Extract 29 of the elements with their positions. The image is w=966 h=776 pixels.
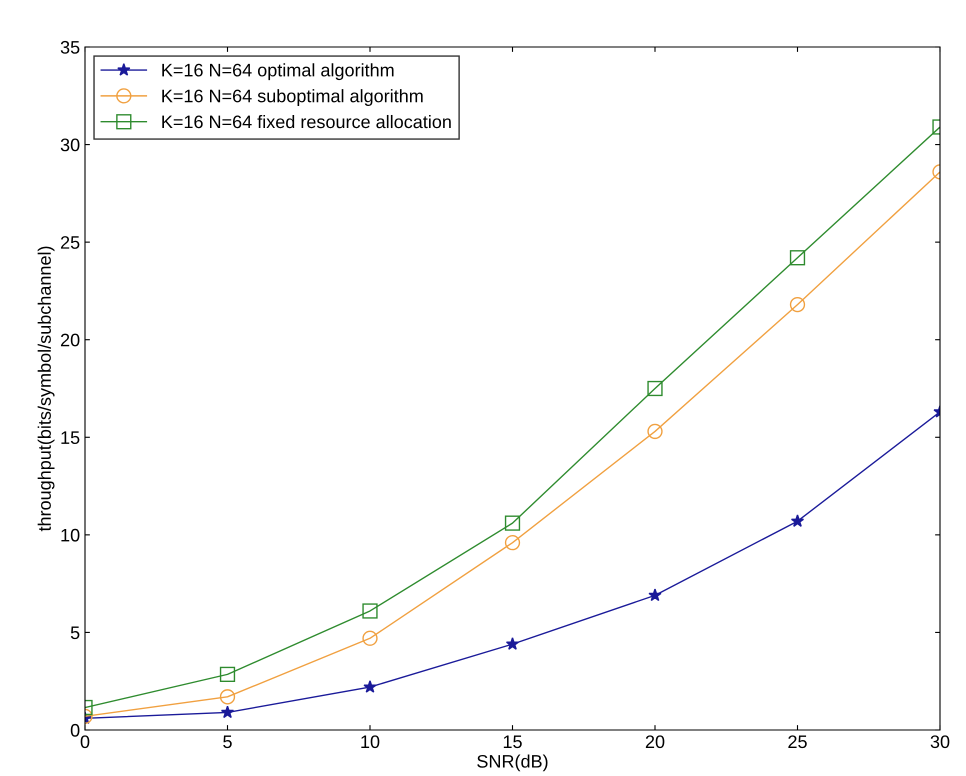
y-tick-label: 30: [60, 138, 80, 152]
y-tick-label: 25: [60, 236, 80, 249]
x-tick-label: 5: [223, 736, 232, 748]
point: [647, 424, 663, 440]
point: [363, 680, 377, 693]
point: [362, 603, 378, 619]
y-tick-label: 0: [70, 724, 80, 737]
point: [504, 516, 520, 531]
legend-label: K=16 N=64 optimal algorithm: [162, 63, 394, 80]
point: [506, 637, 520, 650]
x-tick-label: 15: [504, 736, 522, 748]
y-tick-label: 10: [61, 528, 80, 542]
y-tick-label: 5: [70, 626, 80, 640]
legend-label: K=16 N=64 suboptimal algorithm: [162, 89, 423, 106]
y-axis-title: throughput(bits/symbol/subchannel): [38, 246, 54, 532]
y-tick-label: 20: [60, 334, 80, 346]
point: [647, 380, 663, 396]
point: [504, 535, 520, 550]
x-axis-title: SNR(dB): [477, 754, 548, 772]
y-tick-label: 15: [61, 431, 80, 444]
y-tick-label: 35: [60, 40, 80, 54]
x-tick-label: 30: [930, 735, 950, 748]
x-tick-label: 20: [646, 735, 664, 748]
x-tick-label: 25: [788, 735, 807, 748]
x-tick-label: 10: [361, 735, 380, 748]
point: [648, 588, 662, 602]
point: [362, 630, 378, 646]
legend-label: K=16 N=64 fixed resource allocation: [162, 114, 451, 128]
x-tick-label: 0: [80, 735, 90, 748]
